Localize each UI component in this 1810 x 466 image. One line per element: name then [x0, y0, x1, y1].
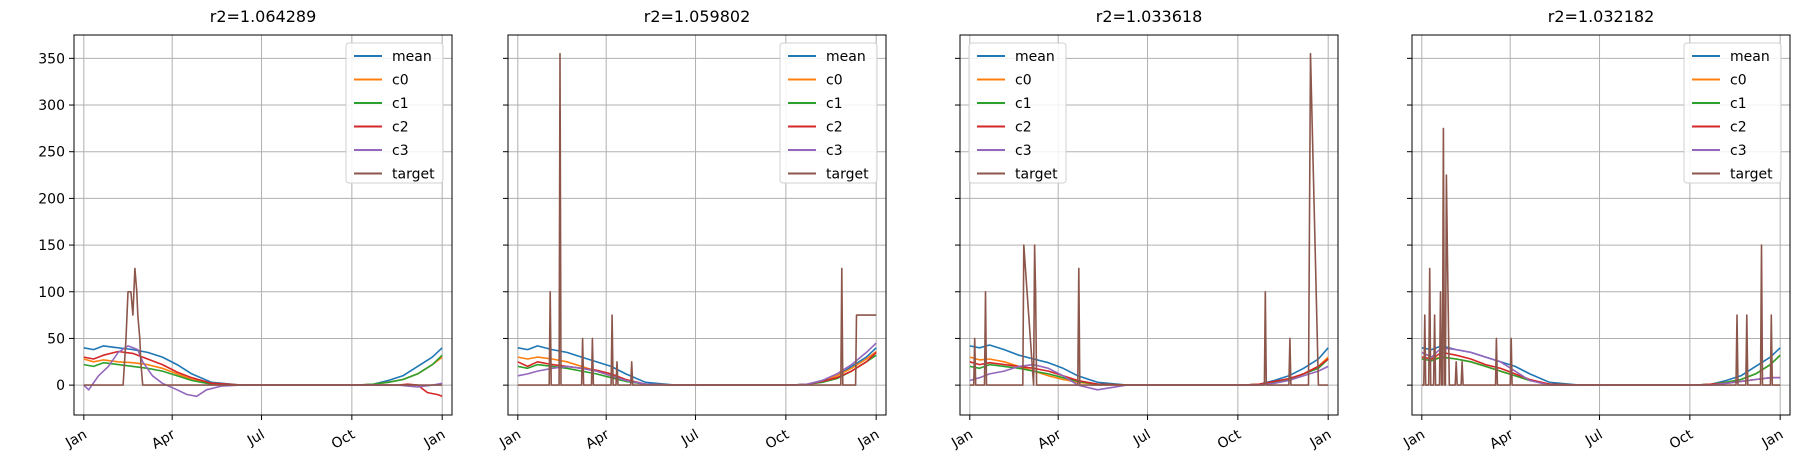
x-tick-label: Jan	[496, 427, 524, 452]
axes-frame	[73, 34, 453, 416]
x-tick-label: Jul	[1582, 427, 1606, 450]
legend-label-c1: c1	[826, 96, 843, 112]
x-tick-label: Jul	[244, 427, 268, 450]
series-line-c3	[969, 363, 1329, 391]
x-tick-label: Apr	[583, 426, 612, 452]
series-line-target	[1421, 127, 1781, 386]
x-tick-label: Jan	[1307, 427, 1335, 452]
legend: mean c0 c1 c2 c3 target	[345, 42, 444, 184]
legend-label-c1: c1	[1015, 96, 1032, 112]
series-group	[83, 267, 443, 398]
series-group	[969, 52, 1329, 391]
series-line-mean	[1421, 345, 1781, 386]
legend-label-c3: c3	[1015, 143, 1032, 159]
y-tick-label: 300	[38, 98, 65, 114]
y-tick-label: 0	[56, 378, 65, 394]
y-tick-label: 100	[38, 285, 65, 301]
x-tick-label: Jul	[678, 427, 702, 450]
series-group	[1421, 127, 1781, 386]
legend-label-target: target	[826, 167, 869, 183]
x-tick-label: Jan	[62, 427, 90, 452]
legend-label-target: target	[1730, 167, 1773, 183]
x-tick-label: Apr	[1487, 426, 1516, 452]
series-line-c3	[517, 342, 877, 386]
x-tick-label: Jan	[421, 427, 449, 452]
legend-box	[779, 42, 878, 184]
legend-label-mean: mean	[1730, 49, 1770, 65]
x-tick-label: Oct	[329, 426, 358, 452]
subplot-2: Jan Apr Jul Oct Jan r2=1.059802 mean c0 c1 c2 c3 ta…	[496, 7, 887, 453]
x-tick-label: Jul	[1130, 427, 1154, 450]
legend-label-c3: c3	[1730, 143, 1747, 159]
legend-label-c2: c2	[1730, 120, 1747, 136]
subplot-title: r2=1.032182	[1548, 7, 1655, 26]
axes-frame	[1411, 34, 1791, 416]
series-group	[517, 52, 877, 386]
legend-label-c1: c1	[392, 96, 409, 112]
subplot-title: r2=1.033618	[1096, 7, 1203, 26]
legend-box	[345, 42, 444, 184]
subplot-3: Jan Apr Jul Oct Jan r2=1.033618 mean c0 c1 c2 c3 ta…	[948, 7, 1339, 453]
series-line-mean	[517, 345, 877, 386]
legend-label-c0: c0	[1015, 73, 1032, 89]
series-line-target	[969, 52, 1329, 386]
legend-label-c0: c0	[826, 73, 843, 89]
subplot-title: r2=1.064289	[210, 7, 317, 26]
legend-label-c2: c2	[826, 120, 843, 136]
axes-frame	[507, 34, 887, 416]
subplot-4: Jan Apr Jul Oct Jan r2=1.032182 mean c0 c1 c2 c3 ta…	[1400, 7, 1791, 453]
x-tick-label: Jan	[1759, 427, 1787, 452]
legend-label-target: target	[392, 167, 435, 183]
y-tick-label: 50	[47, 331, 65, 347]
axes-frame	[959, 34, 1339, 416]
y-tick-label: 250	[38, 145, 65, 161]
x-tick-label: Oct	[763, 426, 792, 452]
series-line-c3	[83, 345, 443, 398]
legend: mean c0 c1 c2 c3 target	[779, 42, 878, 184]
x-tick-label: Oct	[1667, 426, 1696, 452]
y-tick-label: 150	[38, 238, 65, 254]
legend: mean c0 c1 c2 c3 target	[968, 42, 1067, 184]
legend-label-mean: mean	[392, 49, 432, 65]
legend-label-c2: c2	[392, 120, 409, 136]
legend-box	[1683, 42, 1782, 184]
series-line-c3	[1421, 346, 1781, 386]
legend-label-mean: mean	[826, 49, 866, 65]
x-tick-label: Apr	[149, 426, 178, 452]
legend-label-c2: c2	[1015, 120, 1032, 136]
series-line-target	[83, 267, 443, 386]
x-tick-label: Jan	[855, 427, 883, 452]
y-tick-label: 200	[38, 191, 65, 207]
x-tick-label: Oct	[1215, 426, 1244, 452]
subplot-1: 0 50 100 150 200 250 300 350 Jan Apr Jul Oct Jan r2=1…	[38, 7, 453, 453]
x-tick-label: Jan	[1400, 427, 1428, 452]
y-tick-label: 350	[38, 51, 65, 67]
x-tick-label: Jan	[948, 427, 976, 452]
legend-label-target: target	[1015, 167, 1058, 183]
legend: mean c0 c1 c2 c3 target	[1683, 42, 1782, 184]
x-tick-label: Apr	[1035, 426, 1064, 452]
legend-box	[968, 42, 1067, 184]
series-line-c2	[83, 350, 443, 398]
legend-label-c3: c3	[392, 143, 409, 159]
series-line-mean	[969, 344, 1329, 386]
legend-label-c3: c3	[826, 143, 843, 159]
legend-label-c0: c0	[392, 73, 409, 89]
legend-label-c1: c1	[1730, 96, 1747, 112]
subplot-title: r2=1.059802	[644, 7, 751, 26]
legend-label-c0: c0	[1730, 73, 1747, 89]
legend-label-mean: mean	[1015, 49, 1055, 65]
series-line-target	[517, 52, 877, 386]
series-line-mean	[83, 345, 443, 386]
